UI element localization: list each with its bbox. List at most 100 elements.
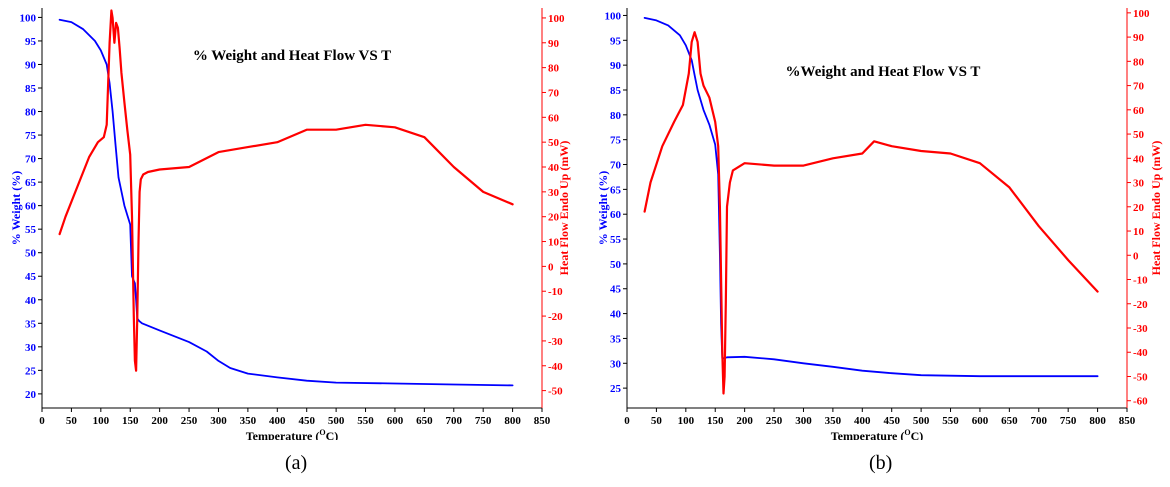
chart-a-x-tick-label: 550	[357, 415, 374, 427]
chart-b-y-left-tick-label: 30	[610, 358, 622, 370]
chart-a-y-left-tick-label: 65	[25, 177, 37, 189]
chart-b-y-left-tick-label: 90	[610, 60, 622, 72]
chart-b-y-right-axis-label: Heat Flow Endo Up (mW)	[1149, 141, 1163, 276]
chart-b-y-left-tick-label: 55	[610, 234, 622, 246]
chart-a-y-right-tick-label: 80	[548, 63, 560, 75]
chart-b-x-tick-label: 800	[1089, 415, 1106, 427]
chart-a-x-tick-label: 250	[181, 415, 198, 427]
chart-a-y-right-tick-label: 0	[548, 261, 554, 273]
chart-b-y-left-tick-label: 40	[610, 309, 622, 321]
chart-a-x-tick-label: 450	[298, 415, 315, 427]
chart-b-x-tick-label: 400	[854, 415, 871, 427]
chart-b-svg: 0 50 100 150 200 250 300 350 400 450 500 550 600 650 7…	[596, 8, 1163, 443]
chart-b-x-tick-label: 50	[651, 415, 663, 427]
chart-b-y-right-tick-label: 10	[1133, 226, 1145, 238]
chart-b-x-tick-label: 250	[766, 415, 783, 427]
chart-a-weight-series-line	[58, 18, 514, 387]
chart-a-y-left-tick-label: 80	[25, 107, 37, 119]
chart-a-x-axis-label-end: C)	[326, 429, 339, 440]
chart-a-y-right-tick-label: 20	[548, 212, 560, 224]
chart-a-x-tick-label: 850	[534, 415, 551, 427]
chart-a-y-right-tick-label: 70	[548, 87, 560, 99]
chart-b-y-left-tick-label: 80	[610, 110, 622, 122]
chart-a-y-right-tick-label: 30	[548, 187, 560, 199]
chart-b-y-right-tick-label: 40	[1133, 153, 1145, 165]
chart-a-heat-series-line	[58, 9, 514, 372]
chart-a-y-left-tick-label: 90	[25, 59, 37, 71]
chart-b: 0 50 100 150 200 250 300 350 400 450 500 550 600 650 7…	[585, 0, 1170, 487]
chart-a-svg: 0 50 100 150 200 250 300 350 400 450 500 550 600 650 7…	[9, 8, 571, 443]
chart-b-y-right-tick-label: 60	[1133, 105, 1145, 117]
chart-a-x-tick-label: 200	[151, 415, 168, 427]
chart-a-y-right-axis-label: Heat Flow Endo Up (mW)	[557, 141, 571, 276]
chart-a-x-tick-label: 350	[240, 415, 257, 427]
chart-a-y-right-tick-label: -30	[548, 336, 563, 348]
chart-a-y-left-tick-label: 75	[25, 130, 37, 142]
chart-a-title: % Weight and Heat Flow VS T	[193, 48, 391, 64]
chart-b-x-tick-label: 200	[736, 415, 753, 427]
chart-b-x-tick-label: 100	[678, 415, 695, 427]
chart-b-x-axis-label-main: Temperature (	[831, 429, 905, 440]
chart-a-y-left-tick-label: 40	[25, 295, 37, 307]
chart-b-heat-series-line	[643, 31, 1099, 395]
chart-a-y-left-tick-label: 25	[25, 365, 37, 377]
chart-a-x-tick-label: 100	[93, 415, 110, 427]
chart-b-x-tick-label: 0	[624, 415, 630, 427]
chart-a-y-right-tick-label: -40	[548, 361, 563, 373]
chart-b-y-right-tick-label: -60	[1133, 396, 1148, 408]
caption-b: (b)	[869, 452, 893, 474]
chart-a-y-left-tick-label: 85	[25, 83, 37, 95]
chart-a-y-right-tick-label: 100	[548, 13, 565, 25]
caption-a: (a)	[285, 452, 308, 474]
chart-a-x-tick-label: 800	[504, 415, 521, 427]
chart-b-y-left-tick-label: 75	[610, 135, 622, 147]
chart-b-y-right-tick-label: 20	[1133, 202, 1145, 214]
chart-b-y-left-tick-label: 70	[610, 160, 622, 172]
chart-a-y-left-tick-label: 50	[25, 248, 37, 260]
chart-a-y-right-tick-label: 60	[548, 112, 560, 124]
chart-b-x-tick-label: 450	[883, 415, 900, 427]
chart-a-y-right-tick-label: 50	[548, 137, 560, 149]
chart-b-y-right-tick-label: 80	[1133, 56, 1145, 68]
chart-a-x-tick-label: 600	[387, 415, 404, 427]
chart-b-y-left-tick-label: 85	[610, 85, 622, 97]
chart-b-x-tick-label: 500	[913, 415, 930, 427]
chart-a-x-tick-label: 150	[122, 415, 139, 427]
chart-b-y-left-tick-label: 95	[610, 35, 622, 47]
chart-a-x-tick-label: 0	[39, 415, 45, 427]
chart-a-x-tick-label: 650	[416, 415, 433, 427]
chart-b-x-tick-label: 300	[795, 415, 812, 427]
chart-b-x-axis-label-end: C)	[911, 429, 924, 440]
chart-b-y-left-tick-label: 65	[610, 184, 622, 196]
chart-b-title: %Weight and Heat Flow VS T	[786, 64, 981, 80]
chart-b-x-tick-label: 150	[707, 415, 724, 427]
chart-a-x-axis-label-main: Temperature (	[246, 429, 320, 440]
chart-b-y-left-tick-label: 35	[610, 333, 622, 345]
chart-a-y-left-tick-label: 95	[25, 36, 37, 48]
chart-b-y-right-tick-label: -40	[1133, 347, 1148, 359]
chart-b-x-tick-label: 700	[1031, 415, 1048, 427]
chart-b-y-right-tick-label: 100	[1133, 8, 1150, 20]
chart-a-y-left-tick-label: 35	[25, 318, 37, 330]
chart-a-y-left-tick-label: 70	[25, 154, 37, 166]
chart-a-x-tick-label: 750	[475, 415, 492, 427]
chart-a-y-left-tick-label: 45	[25, 271, 37, 283]
chart-b-y-right-tick-label: 30	[1133, 178, 1145, 190]
chart-a-y-left-tick-label: 60	[25, 201, 37, 213]
chart-a-x-tick-label: 700	[446, 415, 463, 427]
chart-b-x-axis-label-sup: O	[904, 428, 910, 437]
chart-b-y-right-tick-label: -50	[1133, 371, 1148, 383]
chart-b-x-axis-label: Temperature (OC)	[831, 428, 924, 440]
chart-a-y-right-tick-label: -50	[548, 386, 563, 398]
chart-b-y-left-tick-label: 60	[610, 209, 622, 221]
chart-b-y-left-tick-label: 25	[610, 383, 622, 395]
chart-b-y-left-tick-label: 45	[610, 284, 622, 296]
chart-b-y-right-tick-label: 90	[1133, 32, 1145, 44]
chart-a-y-left-tick-label: 20	[25, 389, 37, 401]
chart-b-y-right-tick-label: 70	[1133, 81, 1145, 93]
chart-b-y-left-axis-label: % Weight (%)	[596, 171, 610, 245]
chart-a: 0 50 100 150 200 250 300 350 400 450 500 550 600 650 7…	[9, 8, 571, 443]
chart-a-y-right-tick-label: -10	[548, 286, 563, 298]
chart-b-y-left-tick-label: 50	[610, 259, 622, 271]
chart-b-y-right-tick-label: -20	[1133, 299, 1148, 311]
